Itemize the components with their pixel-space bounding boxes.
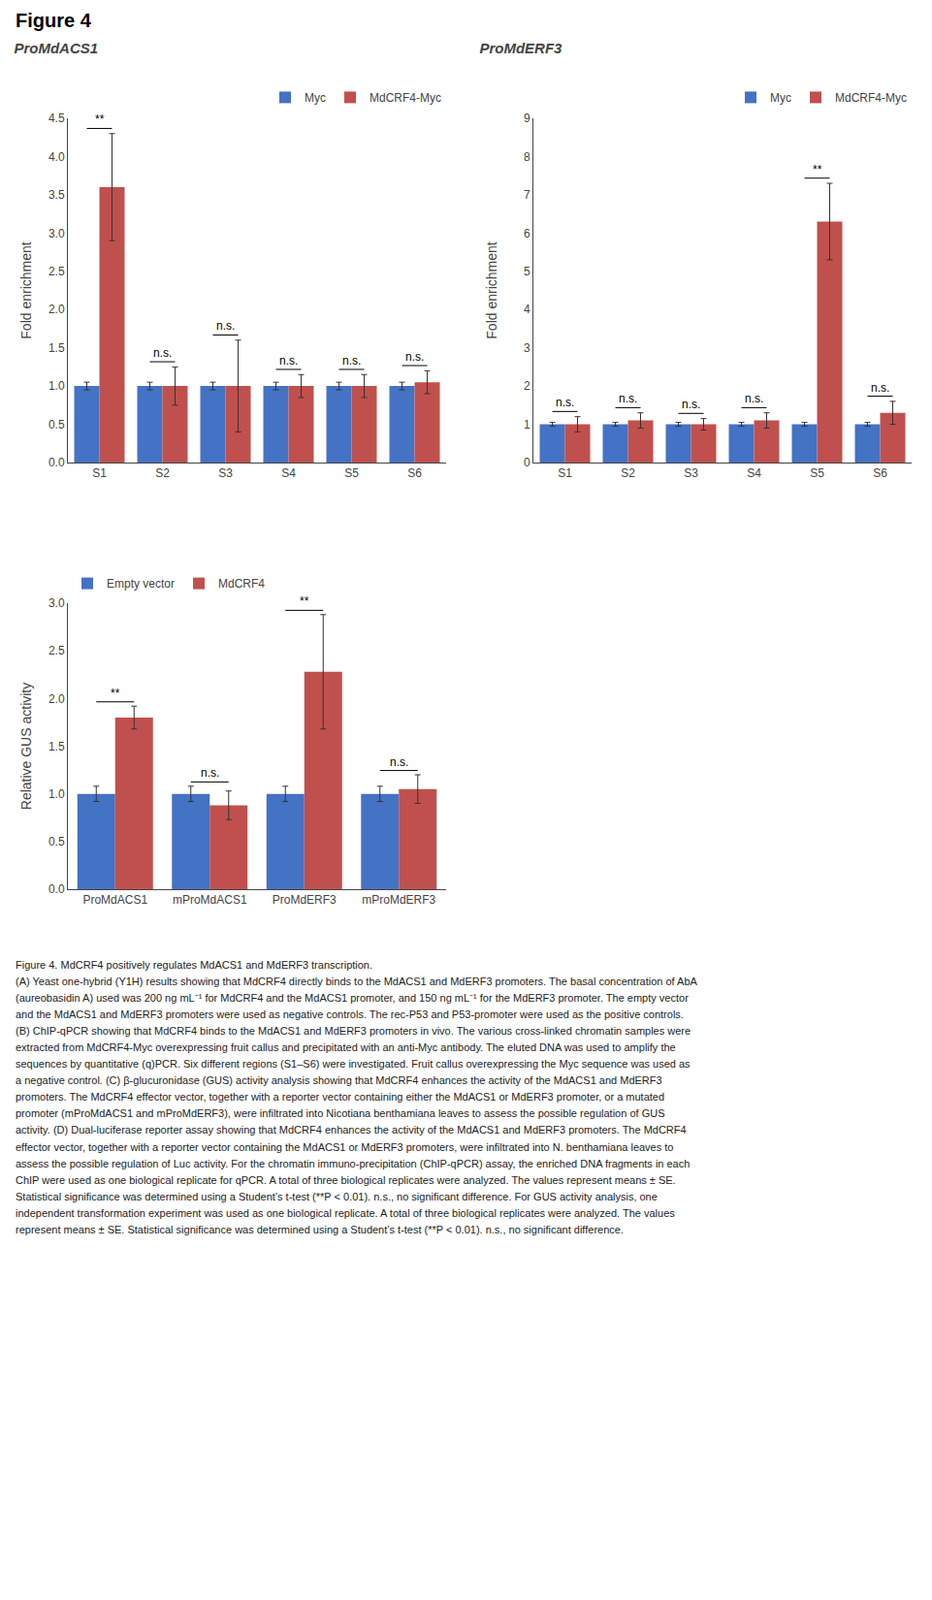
svg-text:0.5: 0.5	[48, 835, 65, 849]
html-text:Figure 4. MdCRF4 positively re: Figure 4. MdCRF4 positively regulates Md…	[15, 959, 698, 1236]
svg-text:Myc: Myc	[304, 91, 326, 105]
svg-text:4.0: 4.0	[48, 150, 65, 164]
svg-text:n.s.: n.s.	[279, 353, 298, 368]
svg-text:2: 2	[523, 379, 531, 393]
svg-text:Fold enrichment: Fold enrichment	[483, 241, 500, 339]
svg-text:0.5: 0.5	[48, 417, 65, 432]
svg-text:ProMdERF3: ProMdERF3	[272, 893, 337, 907]
html-text:Figure 4: Figure 4	[15, 9, 91, 32]
svg-text:n.s.: n.s.	[405, 350, 424, 364]
svg-text:n.s.: n.s.	[342, 353, 361, 368]
svg-text:7: 7	[523, 188, 531, 202]
svg-text:3: 3	[523, 341, 531, 355]
svg-text:MdCRF4-Myc: MdCRF4-Myc	[835, 91, 907, 105]
svg-text:ProMdACS1: ProMdACS1	[82, 893, 148, 907]
svg-text:ProMdACS1: ProMdACS1	[13, 39, 98, 57]
svg-text:4.5: 4.5	[48, 111, 65, 126]
svg-text:6: 6	[523, 226, 531, 241]
svg-text:1.5: 1.5	[48, 341, 65, 355]
svg-text:n.s.: n.s.	[555, 395, 575, 410]
svg-text:3.0: 3.0	[48, 596, 65, 611]
svg-text:Empty vector: Empty vector	[106, 577, 175, 591]
svg-text:MdCRF4-Myc: MdCRF4-Myc	[369, 91, 442, 105]
svg-text:mProMdACS1: mProMdACS1	[172, 893, 248, 907]
svg-text:S1: S1	[92, 466, 107, 481]
svg-text:1.0: 1.0	[48, 379, 65, 393]
svg-text:S1: S1	[557, 466, 573, 481]
svg-text:n.s.: n.s.	[216, 319, 235, 333]
svg-text:n.s.: n.s.	[618, 391, 638, 406]
svg-text:ProMdERF3: ProMdERF3	[479, 39, 563, 57]
svg-text:S5: S5	[809, 466, 825, 481]
svg-text:8: 8	[523, 150, 531, 164]
svg-text:1.0: 1.0	[48, 787, 65, 802]
svg-text:1: 1	[523, 417, 531, 432]
svg-text:Relative GUS activity: Relative GUS activity	[18, 682, 34, 810]
svg-text:S3: S3	[683, 466, 699, 481]
svg-text:Fold enrichment: Fold enrichment	[18, 241, 34, 339]
svg-text:S6: S6	[407, 466, 422, 481]
svg-text:n.s.: n.s.	[153, 346, 172, 360]
svg-text:**: **	[299, 594, 310, 609]
svg-text:S4: S4	[281, 466, 296, 481]
svg-text:Myc: Myc	[770, 91, 792, 105]
svg-text:n.s.: n.s.	[389, 755, 409, 770]
svg-text:2.0: 2.0	[48, 302, 65, 317]
svg-text:n.s.: n.s.	[200, 766, 220, 780]
svg-text:mProMdERF3: mProMdERF3	[361, 893, 436, 907]
svg-text:S2: S2	[155, 466, 170, 481]
svg-text:0.0: 0.0	[48, 882, 65, 897]
svg-text:2.5: 2.5	[48, 643, 65, 658]
svg-text:**: **	[110, 686, 121, 701]
svg-text:2.5: 2.5	[48, 264, 65, 279]
svg-text:MdCRF4: MdCRF4	[218, 577, 265, 591]
svg-text:1.5: 1.5	[48, 739, 65, 754]
svg-text:4: 4	[523, 302, 531, 317]
svg-text:n.s.: n.s.	[870, 381, 890, 395]
svg-text:2.0: 2.0	[48, 692, 65, 707]
svg-text:n.s.: n.s.	[744, 391, 764, 406]
svg-text:S4: S4	[746, 466, 762, 481]
svg-text:S6: S6	[872, 466, 888, 481]
svg-text:S5: S5	[344, 466, 359, 481]
svg-text:**: **	[812, 162, 823, 177]
svg-text:3.0: 3.0	[48, 226, 65, 241]
svg-text:**: **	[95, 112, 105, 127]
svg-text:3.5: 3.5	[48, 188, 65, 202]
svg-text:S3: S3	[218, 466, 233, 481]
svg-text:0: 0	[523, 455, 531, 470]
svg-text:n.s.: n.s.	[681, 397, 701, 412]
svg-text:S2: S2	[620, 466, 636, 481]
svg-text:5: 5	[523, 264, 531, 279]
svg-text:0.0: 0.0	[48, 455, 65, 470]
svg-text:9: 9	[523, 111, 531, 126]
